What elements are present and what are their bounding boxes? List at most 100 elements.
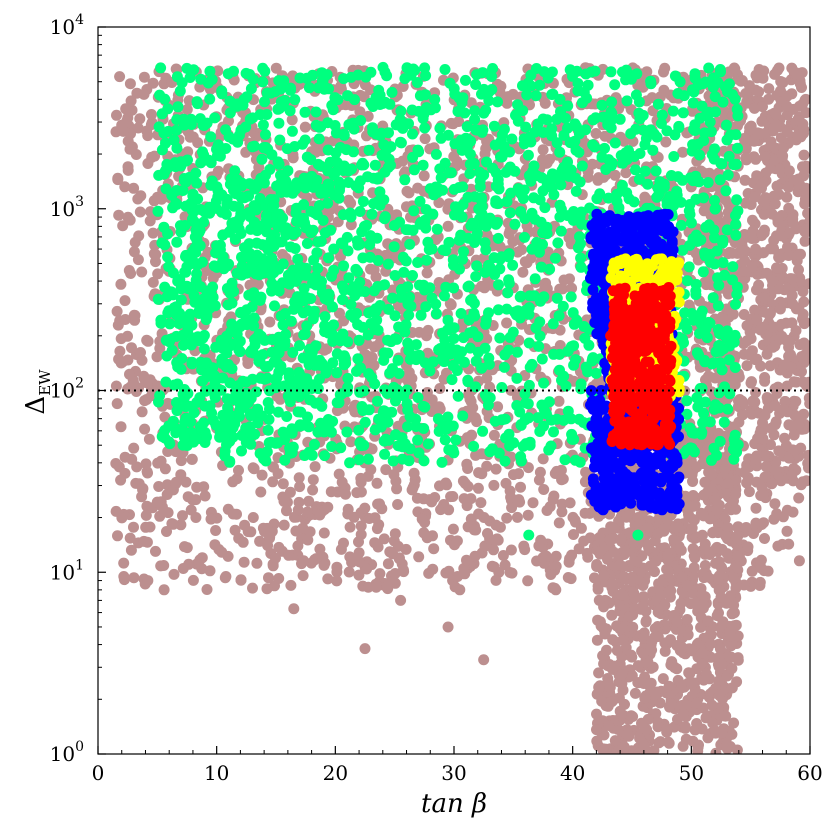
data-point bbox=[376, 503, 388, 515]
data-point bbox=[294, 72, 306, 84]
data-point bbox=[428, 543, 440, 555]
data-point bbox=[373, 338, 385, 350]
data-point bbox=[471, 260, 483, 272]
data-point bbox=[691, 718, 703, 729]
data-point bbox=[774, 252, 786, 264]
data-point bbox=[754, 576, 766, 588]
data-point bbox=[284, 486, 296, 498]
data-point bbox=[709, 143, 721, 155]
data-point bbox=[593, 681, 605, 693]
data-point bbox=[110, 380, 122, 392]
data-point bbox=[110, 458, 122, 469]
data-point bbox=[430, 308, 442, 320]
data-point bbox=[766, 478, 778, 490]
data-point bbox=[783, 350, 795, 362]
data-point bbox=[184, 131, 196, 143]
data-point bbox=[759, 533, 770, 544]
data-point bbox=[798, 149, 810, 161]
data-point bbox=[457, 410, 469, 422]
data-point bbox=[616, 669, 628, 681]
data-point bbox=[713, 689, 725, 701]
data-point bbox=[717, 237, 729, 249]
data-point bbox=[475, 497, 487, 509]
data-point bbox=[602, 553, 613, 565]
data-point bbox=[665, 698, 677, 710]
data-point bbox=[190, 512, 202, 523]
data-point bbox=[159, 411, 171, 423]
data-point bbox=[469, 105, 481, 117]
data-point bbox=[262, 540, 274, 551]
data-point bbox=[606, 578, 618, 590]
data-point bbox=[607, 634, 619, 646]
data-point bbox=[662, 736, 674, 748]
data-point bbox=[411, 492, 423, 504]
data-point bbox=[369, 537, 381, 549]
data-point bbox=[397, 564, 409, 576]
data-point bbox=[124, 78, 136, 90]
data-point bbox=[783, 419, 795, 431]
data-point bbox=[499, 559, 511, 571]
data-point bbox=[160, 334, 172, 346]
data-point bbox=[297, 570, 309, 582]
data-point bbox=[447, 491, 459, 502]
data-point bbox=[540, 550, 552, 562]
data-point bbox=[111, 305, 123, 317]
data-point bbox=[238, 556, 250, 568]
data-point bbox=[717, 257, 729, 269]
data-point bbox=[758, 565, 770, 577]
data-point bbox=[751, 314, 763, 326]
data-point bbox=[769, 464, 781, 476]
data-point bbox=[649, 689, 661, 700]
data-point bbox=[128, 521, 139, 533]
data-point bbox=[354, 206, 366, 217]
data-point bbox=[152, 268, 164, 280]
data-point bbox=[770, 416, 782, 428]
data-point bbox=[158, 221, 170, 233]
data-point bbox=[433, 197, 445, 209]
data-point bbox=[490, 218, 502, 230]
data-point bbox=[781, 525, 793, 537]
data-point bbox=[447, 523, 459, 535]
data-point bbox=[749, 191, 760, 203]
data-point bbox=[474, 181, 486, 193]
data-point bbox=[223, 131, 235, 143]
data-point bbox=[557, 283, 569, 295]
data-point bbox=[763, 93, 775, 105]
data-point bbox=[126, 453, 138, 465]
data-point bbox=[730, 298, 741, 310]
data-point bbox=[175, 226, 187, 238]
data-point bbox=[573, 146, 585, 158]
data-point bbox=[247, 582, 258, 594]
data-point bbox=[608, 522, 620, 534]
data-point bbox=[388, 241, 400, 253]
data-point bbox=[566, 282, 578, 294]
data-point bbox=[227, 476, 239, 488]
data-point bbox=[743, 486, 755, 498]
data-point bbox=[468, 440, 480, 452]
data-point bbox=[575, 378, 587, 390]
data-point bbox=[739, 255, 751, 267]
data-point bbox=[676, 642, 688, 654]
data-point bbox=[141, 334, 153, 346]
data-point bbox=[468, 524, 480, 536]
data-point bbox=[353, 536, 364, 548]
data-point bbox=[787, 217, 799, 229]
data-point bbox=[340, 488, 351, 500]
data-point bbox=[763, 83, 775, 95]
data-point bbox=[686, 105, 698, 117]
data-point bbox=[706, 699, 718, 711]
data-point bbox=[125, 95, 137, 107]
data-point bbox=[696, 529, 708, 541]
data-point bbox=[761, 392, 773, 403]
data-point bbox=[498, 361, 510, 373]
data-point bbox=[247, 462, 259, 474]
data-point bbox=[270, 62, 282, 74]
data-point bbox=[434, 383, 446, 394]
data-point bbox=[114, 71, 126, 83]
data-point bbox=[194, 554, 206, 566]
data-point bbox=[440, 477, 452, 489]
data-point bbox=[783, 165, 795, 177]
data-point bbox=[168, 568, 180, 580]
data-point bbox=[715, 591, 727, 603]
